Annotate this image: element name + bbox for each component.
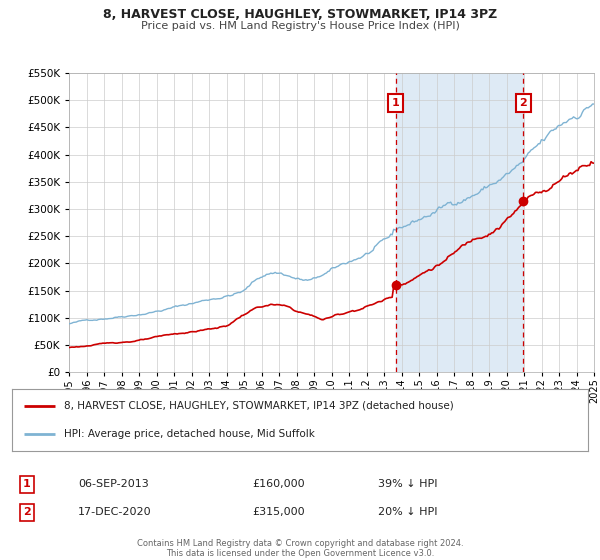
Text: 1: 1 [23,479,31,489]
Text: HPI: Average price, detached house, Mid Suffolk: HPI: Average price, detached house, Mid … [64,429,315,439]
Text: £315,000: £315,000 [252,507,305,517]
Text: £160,000: £160,000 [252,479,305,489]
Text: 06-SEP-2013: 06-SEP-2013 [78,479,149,489]
Text: 2: 2 [520,98,527,108]
Text: 2: 2 [23,507,31,517]
Text: 17-DEC-2020: 17-DEC-2020 [78,507,152,517]
Text: 39% ↓ HPI: 39% ↓ HPI [378,479,437,489]
Text: 8, HARVEST CLOSE, HAUGHLEY, STOWMARKET, IP14 3PZ: 8, HARVEST CLOSE, HAUGHLEY, STOWMARKET, … [103,8,497,21]
Text: This data is licensed under the Open Government Licence v3.0.: This data is licensed under the Open Gov… [166,549,434,558]
Bar [396,73,523,372]
Text: Contains HM Land Registry data © Crown copyright and database right 2024.: Contains HM Land Registry data © Crown c… [137,539,463,548]
Text: 1: 1 [392,98,400,108]
Text: 20% ↓ HPI: 20% ↓ HPI [378,507,437,517]
Text: Price paid vs. HM Land Registry's House Price Index (HPI): Price paid vs. HM Land Registry's House … [140,21,460,31]
Text: 8, HARVEST CLOSE, HAUGHLEY, STOWMARKET, IP14 3PZ (detached house): 8, HARVEST CLOSE, HAUGHLEY, STOWMARKET, … [64,401,454,411]
